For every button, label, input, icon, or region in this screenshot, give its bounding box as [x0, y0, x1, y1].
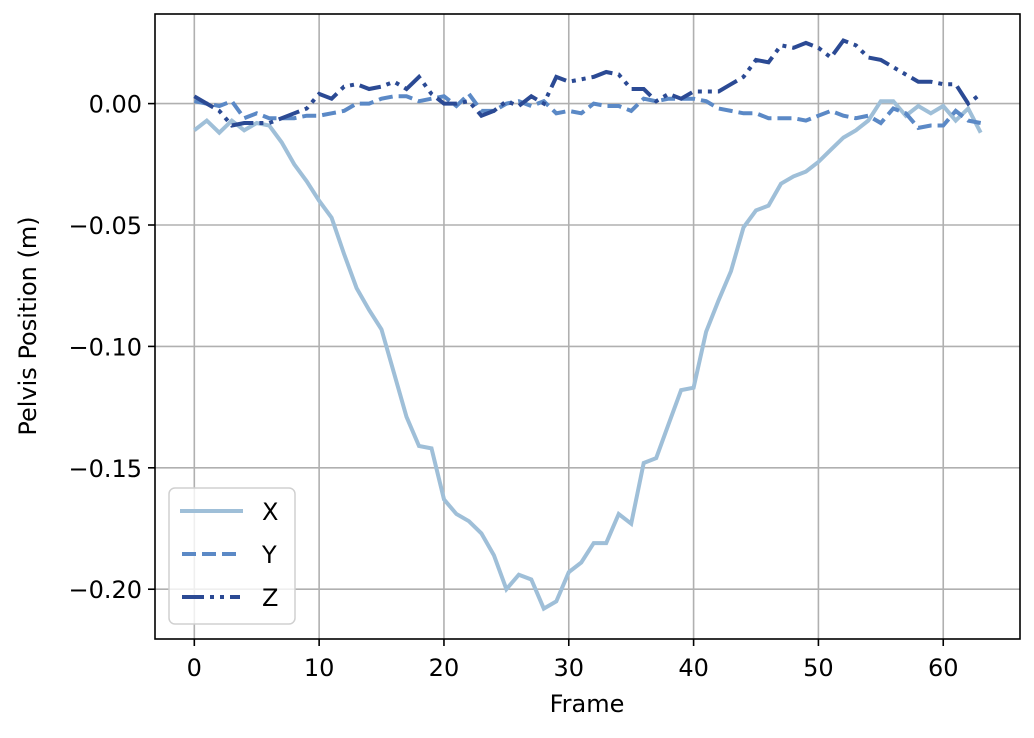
series-line-x — [193, 99, 983, 612]
x-axis-label: Frame — [550, 690, 625, 718]
x-tick-label: 60 — [928, 654, 959, 682]
x-tick-label: 50 — [803, 654, 834, 682]
x-tick-label: 0 — [187, 654, 202, 682]
y-tick-label: −0.15 — [68, 455, 142, 483]
legend: X Y Z — [168, 487, 296, 625]
y-tick-label: −0.10 — [68, 333, 142, 361]
y-tick-label: −0.20 — [68, 576, 142, 604]
y-tick-label: −0.05 — [68, 212, 142, 240]
series-line-y — [193, 90, 982, 131]
data-series — [193, 38, 983, 612]
legend-label-x: X — [262, 498, 278, 526]
legend-entry-y: Y — [182, 541, 277, 569]
x-tick-label: 40 — [678, 654, 709, 682]
grid-lines — [155, 14, 1020, 639]
plot-frame — [154, 13, 1021, 640]
legend-label-y: Y — [261, 541, 277, 569]
legend-entry-z: Z — [182, 584, 278, 612]
x-tick-label: 10 — [304, 654, 335, 682]
series-line-z — [193, 38, 982, 128]
y-axis-label: Pelvis Position (m) — [14, 216, 42, 435]
y-axis-ticks: 0.00 −0.05 −0.10 −0.15 −0.20 — [68, 91, 155, 604]
x-tick-label: 30 — [554, 654, 585, 682]
y-tick-label: 0.00 — [89, 91, 142, 119]
legend-entry-x: X — [180, 498, 278, 526]
x-axis-ticks: 0 10 20 30 40 50 60 — [187, 639, 959, 682]
legend-label-z: Z — [262, 584, 278, 612]
x-tick-label: 20 — [429, 654, 460, 682]
